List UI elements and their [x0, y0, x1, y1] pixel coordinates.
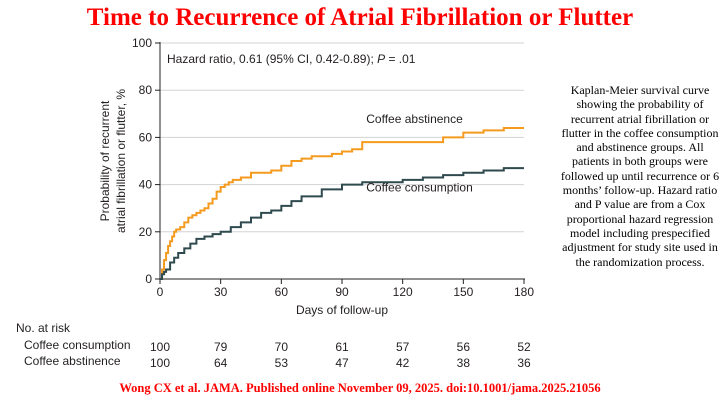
at-risk-value-consumption-day-120: 57 — [396, 340, 410, 354]
at-risk-value-consumption-day-0: 100 — [150, 340, 170, 354]
at-risk-value-abstinence-day-30: 64 — [214, 356, 228, 370]
x-tick-label-180: 180 — [514, 285, 534, 299]
y-tick-label-20: 20 — [139, 225, 153, 239]
x-tick-label-150: 150 — [453, 285, 473, 299]
at-risk-value-abstinence-day-120: 42 — [396, 356, 410, 370]
y-tick-label-60: 60 — [139, 130, 153, 144]
figure-caption: Kaplan-Meier survival curve showing the … — [560, 83, 720, 269]
at-risk-value-consumption-day-30: 79 — [214, 340, 228, 354]
y-tick-label-40: 40 — [139, 178, 153, 192]
y-tick-label-0: 0 — [145, 272, 152, 286]
x-axis-label: Days of follow-up — [296, 303, 388, 317]
at-risk-value-consumption-day-180: 52 — [517, 340, 531, 354]
series-line-coffee-abstinence — [160, 126, 524, 280]
series-label-coffee-consumption: Coffee consumption — [366, 181, 473, 195]
series-line-coffee-consumption — [160, 167, 524, 280]
at-risk-label-abstinence: Coffee abstinence — [24, 354, 121, 368]
x-tick-label-90: 90 — [335, 285, 349, 299]
y-axis-label-line-2: atrial fibrillation or flutter, % — [114, 89, 128, 233]
x-tick-label-0: 0 — [157, 285, 164, 299]
y-tick-label-80: 80 — [139, 83, 153, 97]
chart-title: Time to Recurrence of Atrial Fibrillatio… — [86, 4, 634, 31]
x-tick-label-120: 120 — [393, 285, 413, 299]
at-risk-value-abstinence-day-150: 38 — [457, 356, 471, 370]
at-risk-value-abstinence-day-90: 47 — [335, 356, 349, 370]
at-risk-value-abstinence-day-180: 36 — [517, 356, 531, 370]
at-risk-heading: No. at risk — [16, 321, 71, 335]
x-tick-label-30: 30 — [214, 285, 228, 299]
at-risk-value-abstinence-day-60: 53 — [275, 356, 289, 370]
citation: Wong CX et al. JAMA. Published online No… — [119, 381, 601, 395]
series-label-coffee-abstinence: Coffee abstinence — [366, 112, 463, 126]
at-risk-value-consumption-day-150: 56 — [457, 340, 471, 354]
at-risk-label-consumption: Coffee consumption — [24, 338, 131, 352]
at-risk-value-abstinence-day-0: 100 — [150, 356, 170, 370]
y-axis-label-line-1: Probability of recurrent — [98, 100, 112, 221]
at-risk-value-consumption-day-90: 61 — [335, 340, 349, 354]
hazard-ratio-annotation: Hazard ratio, 0.61 (95% CI, 0.42-0.89); … — [167, 52, 416, 66]
x-tick-label-60: 60 — [275, 285, 289, 299]
at-risk-value-consumption-day-60: 70 — [275, 340, 289, 354]
y-tick-label-100: 100 — [132, 36, 152, 50]
